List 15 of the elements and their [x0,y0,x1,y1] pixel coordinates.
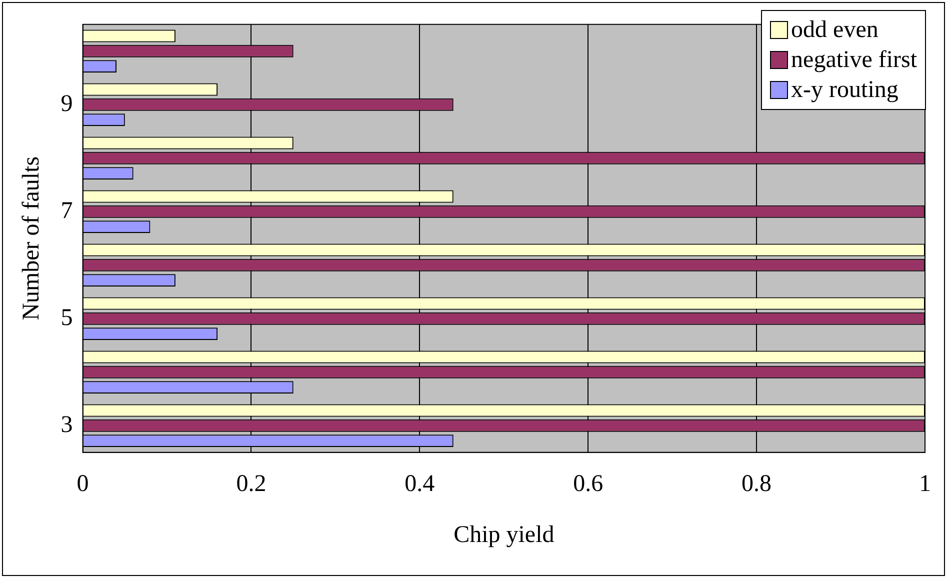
y-tick-label: 7 [60,198,73,224]
y-tick-label: 5 [60,304,73,331]
legend-label: x-y routing [791,76,898,106]
x-tick-label: 1 [919,471,931,498]
y-tick-label: 9 [60,90,73,117]
x-tick-label: 0.6 [573,471,604,498]
legend-label: odd even [791,16,878,46]
x-axis-title: Chip yield [454,522,554,548]
y-tick-label: 3 [60,412,73,438]
x-tick-label: 0.4 [404,471,435,498]
y-axis-title: Number of faults [18,156,45,320]
x-tick-label: 0.8 [742,471,772,498]
legend-label: negative first [791,46,917,76]
x-tick-label: 0.2 [236,471,266,498]
x-tick-label: 0 [76,471,89,498]
